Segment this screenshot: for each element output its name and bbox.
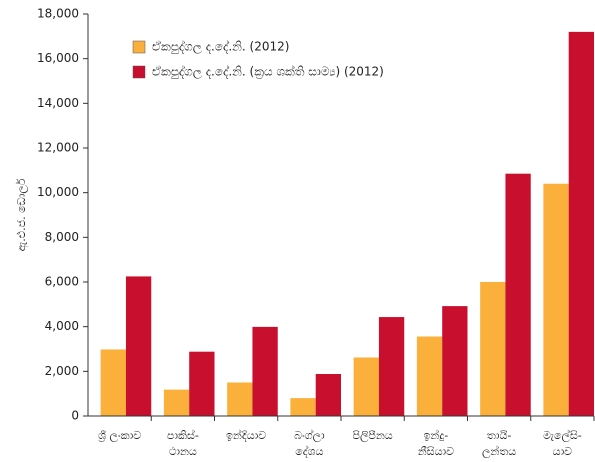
x-tick-label: මැලේසි- යාව: [543, 428, 582, 458]
bar: [416, 336, 443, 416]
x-tick-label: තායි- ලන්තය: [482, 429, 516, 459]
x-tick-label: පිලිපීනය: [353, 429, 393, 443]
y-tick-label: 6,000: [45, 275, 79, 289]
bar: [442, 306, 468, 416]
x-tick-label: ඉන්දු- නීසියාව: [418, 428, 454, 458]
bar: [315, 374, 341, 416]
bar: [125, 276, 152, 416]
x-tick-label-line: බංග්ලා: [294, 428, 325, 443]
x-tick-label-line: දේශය: [295, 444, 323, 458]
legend-swatch: [132, 65, 146, 79]
x-tick-label: ඉන්දියාව: [226, 428, 266, 442]
bar: [505, 173, 531, 416]
x-tick-label-line: ලන්තය: [482, 444, 516, 459]
x-tick-label: ශ්‍රී ලංකාව: [98, 429, 141, 443]
x-tick-label-line: ඉන්දියාව: [226, 428, 266, 442]
bar: [568, 31, 594, 416]
y-tick-label: 2,000: [45, 364, 79, 378]
y-tick-label: 8,000: [45, 230, 79, 244]
bar: [480, 282, 506, 416]
bar: [227, 382, 253, 416]
x-tick-label-line: මැලේසි-: [543, 428, 582, 443]
x-tick-label-line: යාව: [553, 445, 573, 458]
x-tick-label-line: පාකිස්-: [167, 428, 199, 442]
x-tick-label-line: ථානය: [169, 445, 197, 458]
y-axis-label: ඇ.එ.ජ. ඩොලර්: [15, 178, 29, 251]
bar: [252, 326, 278, 416]
y-tick-label: 12,000: [37, 141, 79, 155]
bar: [378, 317, 405, 416]
bar: [290, 398, 316, 416]
bar: [163, 389, 190, 416]
bar: [353, 357, 379, 416]
bar: [543, 183, 569, 416]
x-tick-label-line: ඉන්දු-: [424, 428, 449, 442]
legend-swatch: [132, 40, 146, 54]
bar: [189, 351, 215, 416]
legend-label: ඒකපුද්ගල ද.දේ.නි. (ක්‍රය ශක්ති සාම්‍ය) (…: [152, 64, 384, 79]
legend-label: ඒකපුද්ගල ද.දේ.නි. (2012): [152, 39, 289, 54]
y-tick-label: 10,000: [37, 185, 79, 199]
bar: [100, 349, 126, 416]
x-tick-label-line: තායි-: [487, 429, 511, 442]
y-tick-label: 14,000: [37, 96, 79, 110]
x-tick-label: බංග්ලා දේශය: [294, 428, 325, 458]
y-tick-label: 0: [71, 409, 79, 423]
x-tick-label-line: ශ්‍රී ලංකාව: [98, 429, 141, 443]
y-tick-label: 16,000: [37, 51, 79, 65]
x-tick-label: පාකිස්- ථානය: [167, 428, 199, 458]
y-tick-label: 4,000: [45, 319, 79, 333]
y-tick-label: 18,000: [37, 7, 79, 21]
x-tick-label-line: නීසියාව: [418, 445, 454, 458]
x-tick-label-line: පිලිපීනය: [353, 429, 393, 443]
